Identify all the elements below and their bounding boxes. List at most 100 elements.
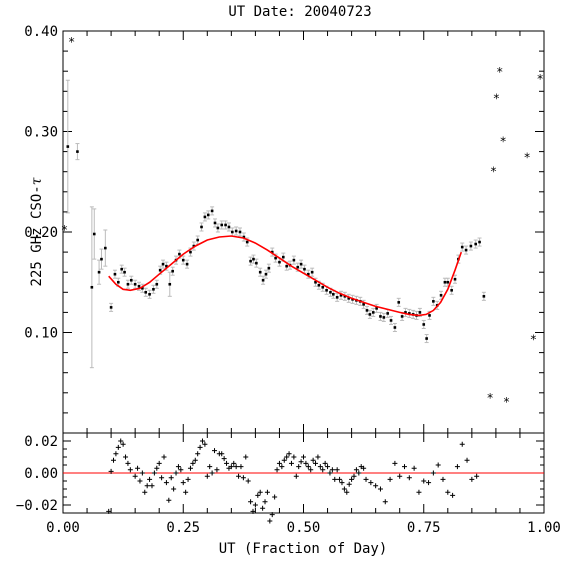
- data-point: [123, 270, 126, 274]
- residual-point: [123, 454, 129, 460]
- residual-point: [363, 476, 369, 482]
- data-point: [478, 240, 481, 244]
- data-point: [335, 296, 339, 299]
- data-point: [464, 248, 468, 252]
- data-point: [206, 213, 210, 217]
- data-point: [453, 277, 457, 281]
- residual-point: [262, 499, 268, 505]
- residual-point: [361, 465, 367, 471]
- data-point: [168, 282, 172, 286]
- data-point: [446, 280, 450, 284]
- residual-point: [305, 464, 311, 470]
- data-point: [310, 270, 314, 274]
- data-point: [261, 278, 265, 282]
- data-point: [255, 261, 258, 265]
- residual-point: [221, 456, 227, 462]
- data-point: [178, 252, 181, 256]
- data-point: [152, 287, 155, 291]
- data-point: [303, 267, 306, 271]
- data-point: [144, 291, 148, 294]
- y-tick-label: 0.10: [24, 326, 58, 342]
- residual-point: [132, 473, 138, 479]
- residual-point: [260, 505, 266, 511]
- x-tick-label: 0.75: [407, 520, 441, 536]
- residual-point: [325, 464, 331, 470]
- data-point: [234, 229, 238, 233]
- residual-point: [298, 459, 304, 465]
- residual-point: [187, 465, 193, 471]
- residual-point: [416, 489, 422, 495]
- data-point: [203, 215, 207, 219]
- residual-point: [113, 451, 119, 457]
- residual-point: [296, 464, 302, 470]
- data-points: [66, 145, 486, 340]
- residual-point: [406, 475, 412, 481]
- data-point: [422, 323, 426, 326]
- data-point: [393, 326, 397, 329]
- y-axis-label: 225 GHz CSO-τ: [29, 177, 45, 286]
- residual-point: [349, 476, 355, 482]
- data-point: [130, 278, 133, 282]
- data-point: [216, 226, 220, 230]
- residual-point: [313, 460, 319, 466]
- data-point: [120, 267, 123, 271]
- data-point: [425, 337, 428, 340]
- residual-point: [474, 473, 480, 479]
- residual-point: [248, 499, 254, 505]
- data-point: [474, 242, 477, 246]
- residual-point: [454, 464, 460, 470]
- residual-point: [108, 468, 114, 474]
- data-point: [365, 309, 369, 312]
- residual-point: [445, 489, 451, 495]
- residual-point: [163, 480, 169, 486]
- residual-point: [178, 467, 184, 473]
- residual-point: [159, 475, 165, 481]
- residual-tick-label: 0.00: [24, 466, 58, 482]
- residual-point: [339, 480, 345, 486]
- x-tick-labels: 0.00 0.25 0.50 0.75 1.00: [46, 520, 561, 536]
- residual-point: [245, 478, 251, 484]
- residual-point: [228, 464, 234, 470]
- data-point: [339, 294, 343, 297]
- main-plot-frame: [62, 30, 545, 434]
- data-point: [252, 257, 255, 261]
- data-point: [104, 246, 107, 250]
- data-point: [371, 311, 375, 314]
- residual-point: [327, 470, 333, 476]
- residual-point: [144, 483, 150, 489]
- data-point: [227, 225, 231, 229]
- residual-point: [279, 464, 285, 470]
- x-tick-label: 0.25: [166, 520, 200, 536]
- residual-point: [154, 465, 160, 471]
- error-bars: [65, 79, 486, 369]
- data-point: [117, 280, 120, 284]
- data-point: [332, 293, 335, 296]
- outlier-point: *: [487, 391, 493, 405]
- data-point: [66, 145, 70, 148]
- data-point: [299, 262, 303, 266]
- residual-point: [303, 460, 309, 466]
- y-tick-label: 0.40: [24, 24, 58, 40]
- residual-point: [120, 441, 126, 447]
- residual-point: [238, 464, 244, 470]
- data-point: [379, 315, 382, 318]
- data-point: [281, 255, 285, 259]
- data-point: [137, 284, 141, 288]
- data-point: [242, 235, 246, 239]
- residual-point: [202, 441, 208, 447]
- residual-point: [402, 464, 408, 470]
- data-point: [249, 259, 252, 263]
- outlier-point: *: [490, 165, 496, 179]
- residual-tick-labels: −0.02 0.00 0.02: [16, 434, 58, 514]
- residual-point: [142, 489, 148, 495]
- data-point: [213, 221, 217, 225]
- residual-point: [346, 481, 352, 487]
- data-point: [148, 293, 151, 296]
- data-point: [185, 262, 189, 266]
- residual-point: [195, 451, 201, 457]
- residual-point: [426, 480, 432, 486]
- residual-point: [257, 489, 263, 495]
- residual-point: [214, 467, 220, 473]
- residual-point: [180, 480, 186, 486]
- data-point: [329, 291, 332, 294]
